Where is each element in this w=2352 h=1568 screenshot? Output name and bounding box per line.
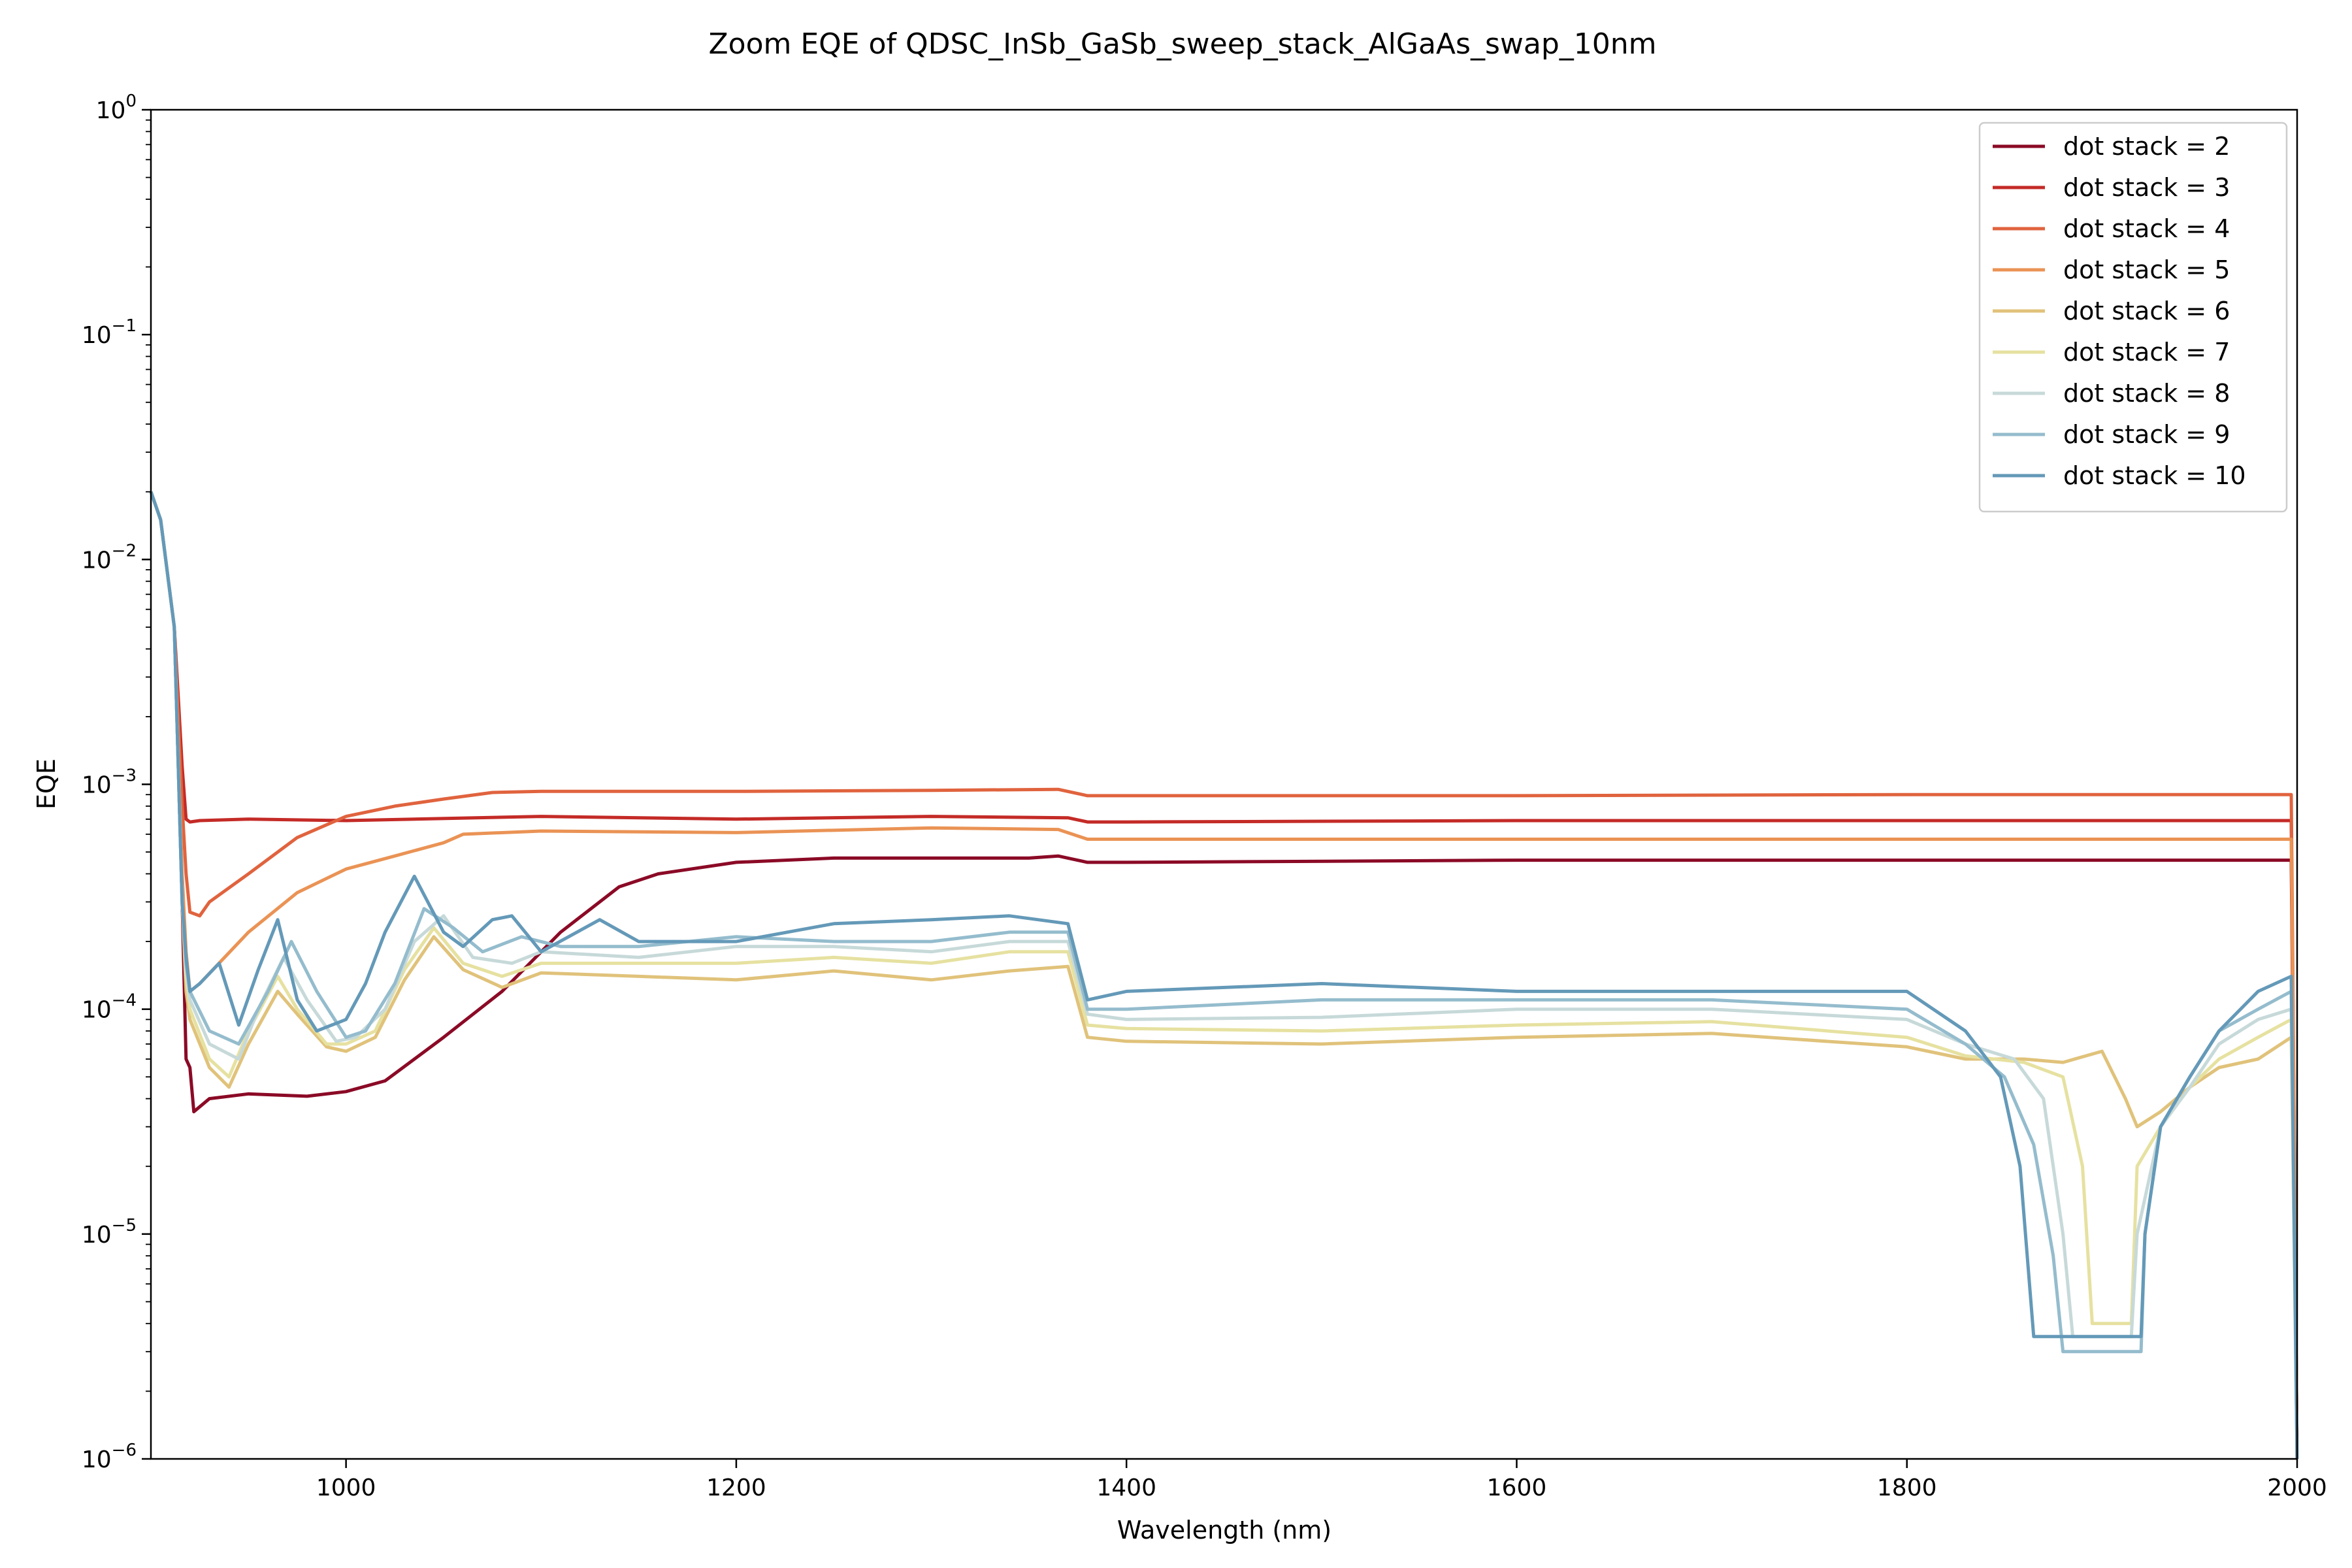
legend-entry-label: dot stack = 5 [2063, 255, 2230, 284]
y-tick-label: 100 [96, 91, 137, 124]
series-line-9 [149, 491, 2299, 1460]
legend-entry-label: dot stack = 8 [2063, 379, 2230, 408]
legend-entry-label: dot stack = 7 [2063, 338, 2230, 367]
x-tick-label: 1600 [1487, 1475, 1547, 1501]
series-line-6 [149, 491, 2299, 1460]
x-tick-label: 1800 [1877, 1475, 1937, 1501]
x-tick-label: 1000 [316, 1475, 376, 1501]
y-axis: 10−6 10−5 10−4 10−3 10−2 10−1 100 [82, 91, 151, 1473]
y-axis-label: EQE [32, 759, 61, 809]
series-line-2 [149, 491, 2299, 1460]
plot-lines [149, 491, 2299, 1460]
x-axis-label: Wavelength (nm) [1117, 1516, 1331, 1544]
x-axis: 1000 1200 1400 1600 1800 2000 [316, 1459, 2327, 1501]
y-tick-label: 10−2 [82, 541, 137, 574]
legend-entry-label: dot stack = 3 [2063, 173, 2230, 202]
legend: dot stack = 2 dot stack = 3 dot stack = 4 d… [1978, 122, 2288, 513]
legend-box [1978, 122, 2288, 513]
x-tick-label: 1200 [706, 1475, 766, 1501]
x-tick-label: 2000 [2267, 1475, 2327, 1501]
plot-frame [150, 108, 2298, 1460]
y-tick-label: 10−4 [82, 991, 137, 1024]
chart-title: Zoom EQE of QDSC_InSb_GaSb_sweep_stack_A… [709, 27, 1657, 61]
series-line-8 [149, 491, 2299, 1460]
y-tick-label: 10−5 [82, 1216, 137, 1249]
x-tick-label: 1400 [1096, 1475, 1156, 1501]
legend-entry-label: dot stack = 9 [2063, 420, 2230, 449]
legend-entry-label: dot stack = 10 [2063, 461, 2246, 490]
series-line-3 [149, 491, 2299, 1460]
series-line-1 [149, 491, 2299, 1460]
legend-entry-label: dot stack = 4 [2063, 214, 2230, 243]
y-tick-label: 10−3 [82, 766, 137, 799]
y-tick-label: 10−6 [82, 1441, 137, 1473]
legend-entry-label: dot stack = 6 [2063, 297, 2230, 325]
y-tick-label: 10−1 [82, 316, 137, 349]
legend-entry-label: dot stack = 2 [2063, 132, 2230, 161]
series-line-5 [149, 491, 2299, 1460]
